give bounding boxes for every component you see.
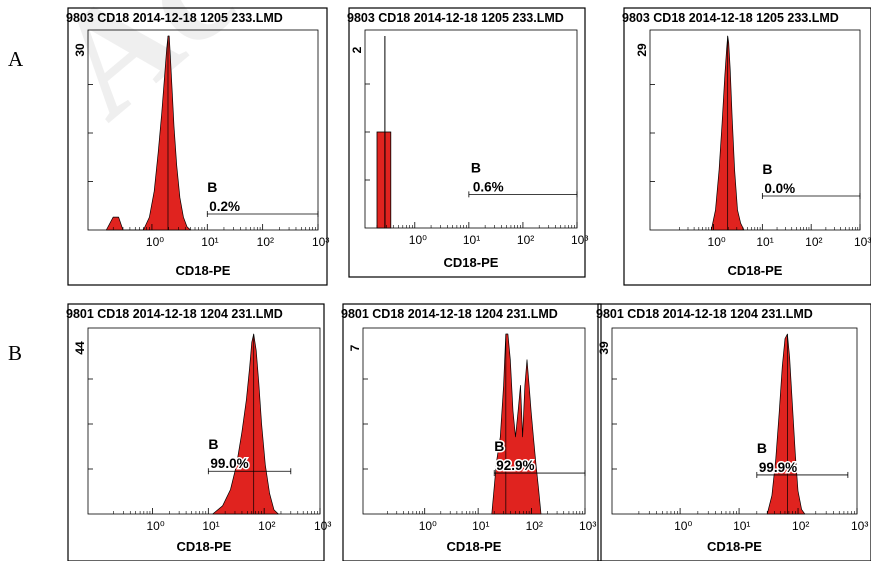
x-tick-label-1-0: 10⁰ [409,233,427,247]
x-tick-label-0-2: 10² [257,235,274,249]
panel-title-2: 9803 CD18 2014-12-18 1205 233.LMD [622,11,839,25]
x-tick-label-3-1: 10¹ [202,519,219,533]
gate-percent-4: 92.9% [496,458,534,473]
plot-area-4 [362,327,586,515]
histogram-area-4 [491,333,542,515]
x-tick-label-2-2: 10² [805,235,822,249]
x-tick-label-3-0: 10⁰ [146,519,164,533]
x-tick-label-1-3: 10³ [571,233,588,247]
x-axis-label-1: CD18-PE [444,255,499,270]
plot-area-1 [364,29,578,229]
x-tick-label-0-0: 10⁰ [146,235,164,249]
plot-area-3 [87,327,321,515]
histogram-area-5 [766,333,806,515]
x-tick-label-4-2: 10² [526,519,543,533]
gate-percent-1: 0.6% [473,179,504,194]
panel-frame-5 [597,303,871,561]
gate-percent-2: 0.0% [764,181,795,196]
x-axis-label-4: CD18-PE [447,539,502,554]
x-tick-label-2-0: 10⁰ [708,235,726,249]
x-tick-label-4-1: 10¹ [472,519,489,533]
gate-percent-0: 0.2% [209,199,240,214]
y-max-tick-0: 30 [73,43,87,57]
x-tick-label-5-0: 10⁰ [674,519,692,533]
panel-frame-3 [67,303,325,561]
y-max-tick-2: 29 [635,43,649,57]
gate-label-1: B [471,159,481,175]
gate-label-0: B [207,179,217,195]
panel-title-5: 9801 CD18 2014-12-18 1204 231.LMD [596,307,813,321]
panel-frame-4 [342,303,602,561]
plot-area-0 [87,29,319,231]
gate-label-4: B [494,438,504,454]
x-axis-label-2: CD18-PE [728,263,783,278]
x-axis-label-5: CD18-PE [707,539,762,554]
gate-label-5: B [757,440,767,456]
x-tick-label-3-3: 10³ [314,519,331,533]
x-axis-label-0: CD18-PE [176,263,231,278]
x-tick-label-0-3: 10³ [312,235,329,249]
plot-area-2 [649,29,861,231]
panel-title-0: 9803 CD18 2014-12-18 1205 233.LMD [66,11,283,25]
gate-percent-3: 99.0% [210,456,248,471]
panel-frame-2 [623,7,871,286]
histogram-bar-1-1 [384,131,392,229]
x-tick-label-1-1: 10¹ [463,233,480,247]
row-label-a: A [8,47,24,71]
x-tick-label-4-0: 10⁰ [419,519,437,533]
x-tick-label-3-2: 10² [258,519,275,533]
panel-frame-0 [67,7,328,286]
x-tick-label-1-2: 10² [517,233,534,247]
x-tick-label-0-1: 10¹ [201,235,218,249]
x-tick-label-2-3: 10³ [854,235,871,249]
x-tick-label-5-1: 10¹ [733,519,750,533]
y-max-tick-1: 2 [350,46,364,53]
gate-percent-5: 99.9% [759,460,797,475]
plot-area-5 [611,327,858,515]
y-max-tick-4: 7 [348,344,362,351]
x-axis-label-3: CD18-PE [177,539,232,554]
panel-title-3: 9801 CD18 2014-12-18 1204 231.LMD [66,307,283,321]
x-tick-label-5-2: 10² [792,519,809,533]
x-tick-label-2-1: 10¹ [756,235,773,249]
x-tick-label-4-3: 10³ [579,519,596,533]
histogram-area-3 [212,333,279,515]
gate-label-2: B [762,161,772,177]
panel-title-1: 9803 CD18 2014-12-18 1205 233.LMD [347,11,564,25]
panel-title-4: 9801 CD18 2014-12-18 1204 231.LMD [341,307,558,321]
y-max-tick-5: 39 [597,341,611,355]
x-tick-label-5-3: 10³ [851,519,868,533]
panel-frame-1 [348,7,586,278]
histogram-area-0 [105,35,191,231]
histogram-bar-1-0 [376,131,386,229]
row-label-b: B [8,341,23,365]
y-max-tick-3: 44 [73,341,87,355]
gate-label-3: B [208,436,218,452]
